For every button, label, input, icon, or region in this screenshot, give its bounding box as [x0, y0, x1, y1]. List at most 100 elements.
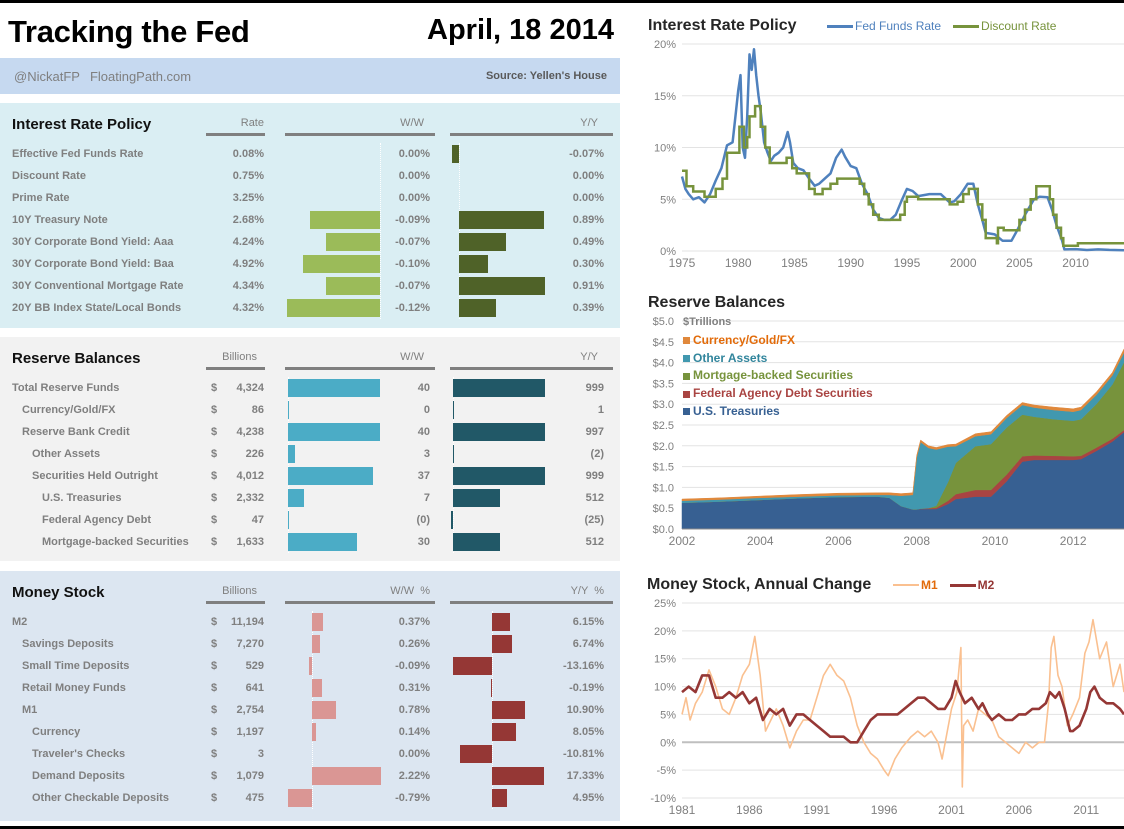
- table-row: 20Y BB Index State/Local Bonds 4.32% -0.12…: [0, 297, 620, 319]
- twitter-handle[interactable]: @NickatFP: [14, 69, 80, 84]
- website-link[interactable]: FloatingPath.com: [89, 69, 192, 84]
- row-label: Federal Agency Debt: [42, 514, 152, 526]
- yy-value: 512: [585, 492, 604, 504]
- ww-bar: [302, 255, 380, 273]
- ww-bar: [288, 401, 290, 419]
- ww-bar: [287, 299, 380, 317]
- column-header-ww: W/W: [400, 351, 424, 363]
- x-tick-label: 2012: [1060, 534, 1087, 548]
- bottom-rule: [0, 826, 1124, 829]
- legend-item-fed-funds: Fed Funds Rate: [827, 19, 941, 33]
- legend-item: Other Assets: [683, 350, 873, 368]
- legend-swatch: [683, 390, 690, 398]
- y-tick-label: -10%: [650, 793, 676, 805]
- yy-bar: [492, 635, 513, 653]
- currency-symbol: $: [211, 448, 218, 460]
- ww-value: -0.79%: [395, 792, 430, 804]
- row-label: Other Assets: [32, 448, 101, 460]
- y-tick-label: $3.0: [653, 399, 674, 411]
- yy-value: 999: [585, 382, 604, 394]
- x-tick-label: 1996: [871, 803, 898, 817]
- row-label: 20Y BB Index State/Local Bonds: [12, 302, 182, 314]
- row-label: Total Reserve Funds: [12, 382, 120, 394]
- ww-value: 0.00%: [398, 192, 430, 204]
- legend-label: M1: [921, 578, 938, 592]
- header-rule: [450, 367, 613, 370]
- y-tick-label: $1.0: [653, 482, 674, 494]
- yy-value: (2): [590, 448, 604, 460]
- legend-swatch: [683, 354, 690, 362]
- header-rule: [285, 367, 435, 370]
- yy-value: 0.49%: [572, 236, 604, 248]
- panel-title: Reserve Balances: [12, 350, 141, 367]
- legend-swatch: [827, 24, 853, 28]
- y-tick-label: 0%: [660, 246, 676, 258]
- row-value: 47: [251, 514, 264, 526]
- panel-title: Interest Rate Policy: [12, 116, 152, 133]
- header-rule: [206, 367, 265, 370]
- currency-symbol: $: [211, 382, 218, 394]
- table-row: Small Time Deposits $529 -0.09% -13.16%: [0, 655, 620, 677]
- yy-value: -0.19%: [569, 682, 604, 694]
- currency-symbol: $: [211, 638, 218, 650]
- page-date: April, 18 2014: [427, 14, 614, 46]
- yy-value: 6.74%: [572, 638, 604, 650]
- legend-label: Fed Funds Rate: [855, 19, 942, 33]
- table-row: Currency $1,197 0.14% 8.05%: [0, 721, 620, 743]
- yy-value: 6.15%: [572, 616, 604, 628]
- y-tick-label: 5%: [660, 709, 676, 721]
- yy-bar: [452, 657, 492, 675]
- yy-bar: [459, 211, 544, 229]
- yy-value: -13.16%: [563, 660, 604, 672]
- column-header-yy: Y/Y: [580, 351, 598, 363]
- yy-value: -10.81%: [563, 748, 604, 760]
- table-row: Currency/Gold/FX $86 0 1: [0, 399, 620, 421]
- row-label: Prime Rate: [12, 192, 70, 204]
- yy-value: -0.07%: [569, 148, 604, 160]
- currency-symbol: $: [211, 726, 218, 738]
- yy-value: 0.39%: [572, 302, 604, 314]
- table-row: Demand Deposits $1,079 2.22% 17.33%: [0, 765, 620, 787]
- header-rule: [206, 133, 265, 136]
- legend-swatch: [949, 583, 976, 587]
- row-value: 4.34%: [232, 280, 264, 292]
- currency-symbol: $: [211, 536, 218, 548]
- row-value: 529: [245, 660, 264, 672]
- chart-plot: -10% -5% 0% 5% 10% 15% 20% 25% 1981 1986 1991 1996 2…: [650, 598, 1124, 817]
- ww-value: 40: [417, 426, 430, 438]
- yy-value: 1: [597, 404, 604, 416]
- yy-bar: [453, 401, 454, 419]
- row-value: 1,197: [236, 726, 264, 738]
- row-value: 2,754: [236, 704, 264, 716]
- ww-bar: [288, 445, 295, 463]
- yy-value: 0.30%: [572, 258, 604, 270]
- table-row: Retail Money Funds $641 0.31% -0.19%: [0, 677, 620, 699]
- legend-item-m1: M1: [893, 578, 938, 592]
- ww-value: 30: [417, 536, 430, 548]
- x-tick-label: 2002: [669, 534, 696, 548]
- currency-symbol: $: [211, 748, 218, 760]
- reserve-chart-legend: $Trillions Currency/Gold/FX Other Assets M…: [683, 314, 873, 421]
- y-tick-label: 15%: [654, 654, 676, 666]
- ww-value: 0.31%: [398, 682, 430, 694]
- legend-swatch: [683, 337, 690, 345]
- y-tick-label: $0.0: [653, 524, 674, 536]
- table-row: Effective Fed Funds Rate 0.08% 0.00% -0.07%: [0, 143, 620, 165]
- page-title: Tracking the Fed: [8, 14, 250, 49]
- row-value: 3.25%: [232, 192, 264, 204]
- yy-bar: [453, 489, 501, 507]
- yy-bar: [459, 255, 488, 273]
- table-row: Prime Rate 3.25% 0.00% 0.00%: [0, 187, 620, 209]
- x-tick-label: 2011: [1073, 803, 1099, 817]
- series-line-m2: [681, 674, 1124, 744]
- currency-symbol: $: [211, 770, 218, 782]
- ww-zero-axis: [380, 143, 381, 319]
- ww-bar: [312, 613, 324, 631]
- row-label: M1: [22, 704, 38, 716]
- ww-value: 0.37%: [398, 616, 430, 628]
- row-label: Retail Money Funds: [22, 682, 126, 694]
- legend-label: Mortgage-backed Securities: [693, 368, 854, 383]
- series-line-m1: [681, 618, 1124, 788]
- chart-plot: $0.0 $0.5 $1.0 $1.5 $2.0 $2.5 $3.0 $3.5 $4.0 $4.5…: [653, 316, 1124, 548]
- money-stock-panel: Money Stock Billions W/W % Y/Y % M2 $11,1…: [0, 571, 620, 821]
